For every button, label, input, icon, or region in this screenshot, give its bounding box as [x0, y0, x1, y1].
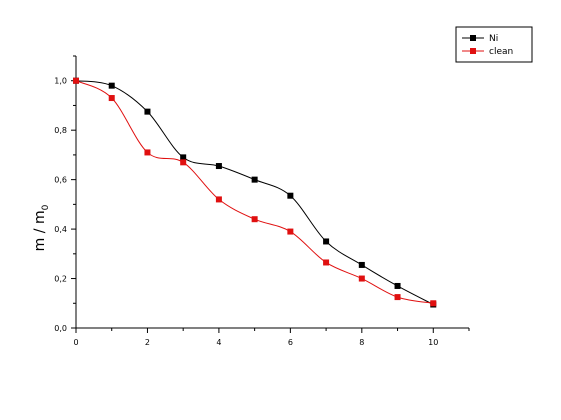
legend-marker-clean — [470, 48, 476, 54]
x-tick-label: 4 — [216, 338, 221, 347]
data-point-clean — [73, 77, 79, 84]
series-lines — [75, 80, 434, 305]
legend-box — [455, 26, 533, 63]
data-point-ni — [287, 192, 294, 199]
data-point-ni — [358, 261, 365, 268]
data-point-clean — [215, 196, 222, 203]
data-point-ni — [323, 238, 330, 245]
legend-marker-ni — [470, 35, 476, 41]
legend-label-ni: Ni — [489, 34, 498, 44]
data-point-ni — [108, 82, 115, 89]
x-tick-label: 0 — [73, 338, 78, 347]
y-tick-label: 0,4 — [54, 225, 67, 234]
y-tick-label: 0,8 — [54, 126, 67, 135]
legend-entry-ni: Ni — [462, 34, 498, 44]
data-point-ni — [180, 154, 187, 161]
data-point-ni — [251, 176, 258, 183]
x-tick-label: 10 — [428, 338, 438, 347]
y-axis-label: m / m0 — [32, 204, 51, 251]
x-tick-label: 8 — [359, 338, 364, 347]
y-tick-label: 0,6 — [54, 176, 67, 185]
data-point-clean — [430, 300, 437, 307]
data-point-ni — [215, 163, 222, 170]
data-point-clean — [180, 159, 187, 166]
data-point-clean — [287, 228, 294, 235]
series-line-clean — [75, 80, 434, 304]
axes — [75, 56, 469, 329]
data-point-clean — [251, 216, 258, 223]
y-tick-label: 0,2 — [54, 275, 67, 284]
x-tick-label: 6 — [288, 338, 293, 347]
series-points — [73, 77, 437, 308]
series-line-ni — [75, 80, 434, 305]
x-tick-label: 2 — [145, 338, 150, 347]
data-point-ni — [144, 108, 151, 115]
legend-entry-clean: clean — [462, 47, 513, 57]
data-point-clean — [323, 259, 330, 266]
data-point-clean — [358, 275, 365, 282]
y-axis-label-subscript: 0 — [41, 204, 51, 210]
y-axis-label-main: m / m — [32, 210, 48, 251]
data-point-clean — [144, 149, 151, 156]
legend: Ni clean — [455, 26, 533, 63]
y-tick-label: 1,0 — [54, 77, 67, 86]
data-point-clean — [108, 95, 115, 102]
ticks: 0 2 4 6 8 10 0,0 0,2 0,4 0,6 0,8 1,0 — [54, 55, 470, 347]
legend-label-clean: clean — [489, 47, 513, 57]
data-point-ni — [394, 282, 401, 289]
data-point-clean — [394, 294, 401, 301]
y-tick-label: 0,0 — [54, 324, 67, 333]
